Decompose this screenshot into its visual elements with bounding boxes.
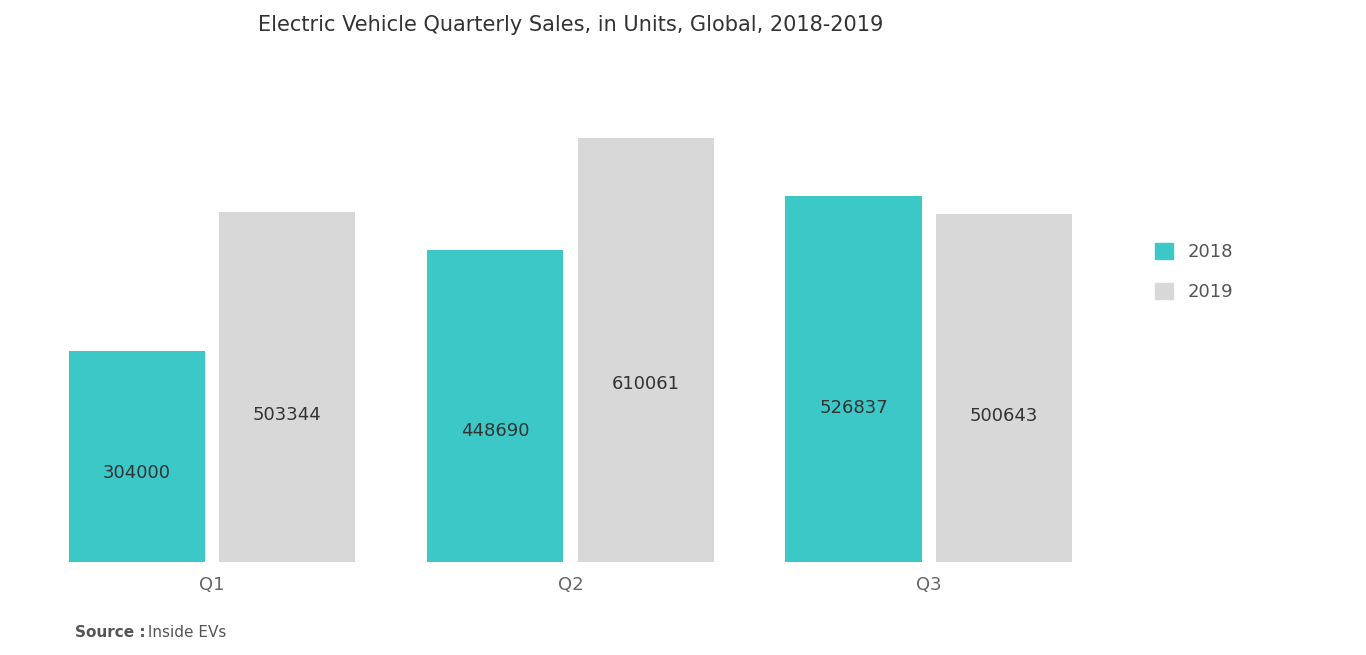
Bar <box>936 214 1072 562</box>
Text: 610061: 610061 <box>612 375 680 393</box>
Text: 448690: 448690 <box>460 422 530 440</box>
Text: 526837: 526837 <box>820 400 888 417</box>
Bar <box>220 212 355 562</box>
Bar <box>68 351 205 562</box>
Text: 500643: 500643 <box>970 407 1038 425</box>
Legend: 2018, 2019: 2018, 2019 <box>1146 234 1242 310</box>
Bar <box>428 250 563 562</box>
Text: Inside EVs: Inside EVs <box>143 625 227 640</box>
Text: 503344: 503344 <box>253 406 322 424</box>
Text: 304000: 304000 <box>102 464 171 483</box>
Bar <box>785 196 922 562</box>
Text: Source :: Source : <box>75 625 146 640</box>
Title: Electric Vehicle Quarterly Sales, in Units, Global, 2018-2019: Electric Vehicle Quarterly Sales, in Uni… <box>258 15 884 35</box>
Bar <box>578 138 714 562</box>
